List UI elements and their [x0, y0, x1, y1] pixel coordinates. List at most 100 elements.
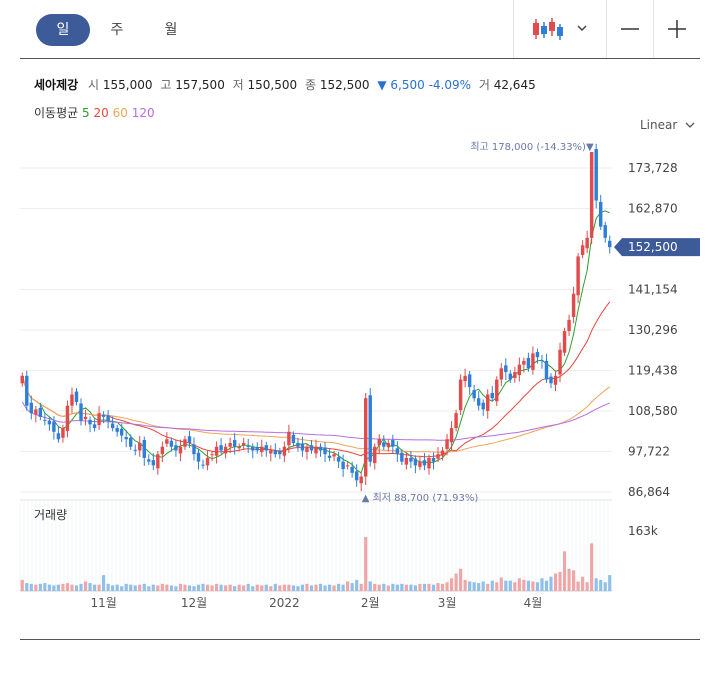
- candle-body: [526, 357, 531, 369]
- volume-bar: [431, 584, 436, 591]
- candle-body: [70, 394, 74, 406]
- candle-body: [422, 460, 427, 466]
- candle-body: [558, 349, 562, 375]
- y-tick-label: 173,728: [628, 161, 678, 175]
- candle-body: [142, 440, 146, 458]
- zoom-out-button[interactable]: [606, 0, 653, 58]
- bottom-divider: [20, 639, 700, 640]
- volume-bar: [156, 585, 160, 591]
- candle-body: [65, 405, 70, 432]
- candle-body: [472, 390, 476, 399]
- volume-bar: [585, 582, 589, 591]
- volume-bar: [553, 573, 558, 591]
- candle-body: [25, 375, 29, 406]
- volume-bar: [413, 585, 418, 591]
- candle-body: [562, 331, 567, 353]
- candle-body: [237, 446, 241, 449]
- volume-bar: [264, 584, 268, 591]
- volume-bar: [373, 583, 377, 591]
- volume-bar: [251, 586, 255, 591]
- volume-bar: [572, 570, 576, 591]
- volume-bar: [183, 584, 187, 591]
- volume-bar: [558, 571, 562, 591]
- grid: [19, 167, 612, 592]
- volume-bar: [599, 579, 603, 591]
- candle-body: [246, 445, 250, 447]
- y-tick-label: 108,580: [628, 404, 678, 418]
- chart-type-select[interactable]: [513, 0, 606, 58]
- scale-select[interactable]: Linear: [640, 118, 695, 132]
- x-tick-label: 3월: [438, 596, 457, 610]
- candle-body: [92, 424, 97, 429]
- volume-bar: [409, 584, 413, 591]
- candle-body: [404, 457, 409, 465]
- candle-body: [52, 421, 56, 432]
- ma-60: 60: [112, 106, 128, 120]
- low-label: 저: [232, 78, 244, 92]
- candle-body: [196, 452, 201, 462]
- candle-body: [440, 450, 445, 456]
- candle-body: [481, 402, 485, 410]
- candles: [20, 143, 612, 492]
- candle-body: [391, 440, 395, 447]
- volume-bar: [165, 584, 169, 591]
- volume-bar: [481, 581, 485, 591]
- volume-bar: [440, 583, 445, 591]
- volume-bar: [20, 579, 24, 591]
- volume-bar: [581, 576, 585, 591]
- candle-body: [431, 457, 436, 462]
- volume-bar: [260, 585, 264, 591]
- candle-body: [133, 449, 137, 451]
- candle-body: [463, 375, 467, 382]
- close-label: 종: [304, 78, 317, 92]
- volume-bar: [309, 585, 314, 591]
- volume-bar: [219, 584, 223, 591]
- volume-bar: [273, 583, 277, 591]
- candle-body: [241, 442, 246, 446]
- current-price-label: 152,500: [628, 240, 678, 254]
- candle-body: [282, 446, 287, 456]
- volume-bar: [395, 584, 399, 591]
- ma-line-120: [21, 401, 610, 441]
- change-percent: -4.09%: [428, 78, 472, 92]
- candle-body: [549, 376, 553, 384]
- volume-bar: [278, 585, 282, 591]
- volume-bar: [224, 585, 228, 591]
- volume-bar: [111, 585, 115, 591]
- candle-body: [345, 465, 350, 467]
- volume-bar: [201, 583, 205, 591]
- volume-bar: [526, 580, 530, 591]
- ma-20: 20: [93, 106, 109, 120]
- candle-body: [567, 319, 571, 332]
- zoom-in-button[interactable]: [653, 0, 700, 58]
- candle-body: [318, 446, 323, 451]
- tab-weekly[interactable]: 주: [110, 22, 124, 38]
- price-summary: 세아제강 시 155,000 고 157,500 저 150,500 종 152…: [34, 76, 540, 93]
- ma-label: 이동평균: [34, 106, 79, 120]
- candle-body: [278, 451, 282, 455]
- x-tick-label: 2022: [269, 596, 300, 610]
- candle-body: [499, 368, 503, 380]
- candle-body: [151, 460, 156, 466]
- volume-bar: [377, 584, 381, 591]
- tab-daily[interactable]: 일: [36, 14, 90, 46]
- candle-body: [74, 391, 79, 402]
- volume-bar: [233, 586, 237, 591]
- volume-bar: [608, 575, 612, 591]
- candle-body: [210, 454, 214, 456]
- volume-bar: [386, 585, 390, 591]
- volume-bar: [79, 583, 83, 591]
- tab-monthly[interactable]: 월: [164, 22, 178, 38]
- volume-bar: [445, 582, 449, 591]
- candle-body: [341, 461, 345, 470]
- volume-bar: [29, 583, 33, 591]
- volume-bar: [418, 583, 422, 591]
- candle-icon: [533, 18, 587, 40]
- ma-line-5: [21, 210, 610, 474]
- volume-bar: [174, 586, 178, 591]
- minus-icon: [621, 28, 639, 30]
- volume-bar: [92, 584, 97, 591]
- volume-bar: [490, 580, 494, 591]
- volume-bar: [522, 579, 526, 591]
